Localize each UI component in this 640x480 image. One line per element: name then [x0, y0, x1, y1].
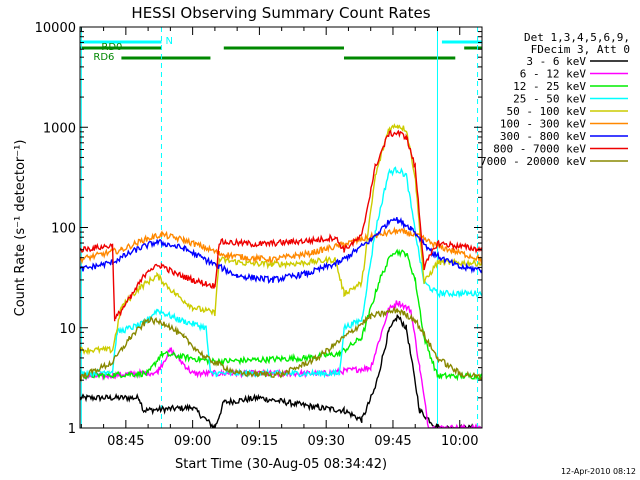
legend-entry-label: 12 - 25 keV [513, 80, 586, 93]
legend-entry-label: 25 - 50 keV [513, 93, 586, 106]
x-tick-label: 09:00 [174, 434, 211, 449]
y-tick-label: 1000 [43, 121, 76, 136]
legend-entry-label: 7000 - 20000 keV [480, 155, 586, 168]
chart-title: HESSI Observing Summary Count Rates [131, 4, 430, 22]
legend-entry-label: 300 - 800 keV [500, 130, 586, 143]
x-axis-label: Start Time (30-Aug-05 08:34:42) [175, 457, 387, 472]
legend-entry-label: 800 - 7000 keV [493, 143, 586, 156]
status-bar-label: RD6 [93, 52, 114, 63]
legend-header-line-1: Det 1,3,4,5,6,9, [524, 31, 630, 44]
x-tick-label: 09:45 [374, 434, 411, 449]
x-tick-label: 10:00 [441, 434, 478, 449]
series-line [80, 248, 482, 382]
legend-header-line-2: FDecim 3, Att 0 [531, 43, 630, 56]
series-line [80, 314, 482, 428]
generation-timestamp: 12-Apr-2010 08:12 [561, 467, 636, 476]
series-lines [80, 123, 482, 428]
vertical-time-markers [80, 27, 479, 428]
series-line [80, 123, 482, 356]
y-tick-label: 1 [68, 422, 76, 437]
legend-entry-label: 3 - 6 keV [526, 55, 586, 68]
x-axis-ticks: 08:45 09:00 09:15 09:30 09:45 10:00 [80, 27, 483, 449]
y-tick-label: 100 [51, 222, 76, 237]
y-tick-label: 10 [59, 322, 76, 337]
plot-frame [79, 26, 483, 429]
series-line [80, 306, 482, 383]
x-tick-label: 09:30 [307, 434, 344, 449]
legend-entry-label: 100 - 300 keV [500, 118, 586, 131]
x-tick-label: 08:45 [107, 434, 144, 449]
y-tick-label: 10000 [35, 21, 76, 36]
y-axis-label: Count Rate (s⁻¹ detector⁻¹) [13, 140, 28, 317]
legend-entry-label: 6 - 12 keV [520, 68, 587, 81]
legend-entry-label: 50 - 100 keV [507, 105, 587, 118]
y-axis-ticks: 1 10 100 1000 10000 [35, 21, 482, 437]
x-tick-label: 09:15 [241, 434, 278, 449]
status-bar-label: N [165, 36, 172, 47]
series-line [80, 216, 482, 285]
series-line [80, 226, 482, 265]
series-line [80, 166, 482, 379]
legend: Det 1,3,4,5,6,9, FDecim 3, Att 0 3 - 6 k… [480, 31, 630, 168]
series-line [80, 129, 482, 322]
status-bar-label: RD0 [101, 42, 122, 53]
